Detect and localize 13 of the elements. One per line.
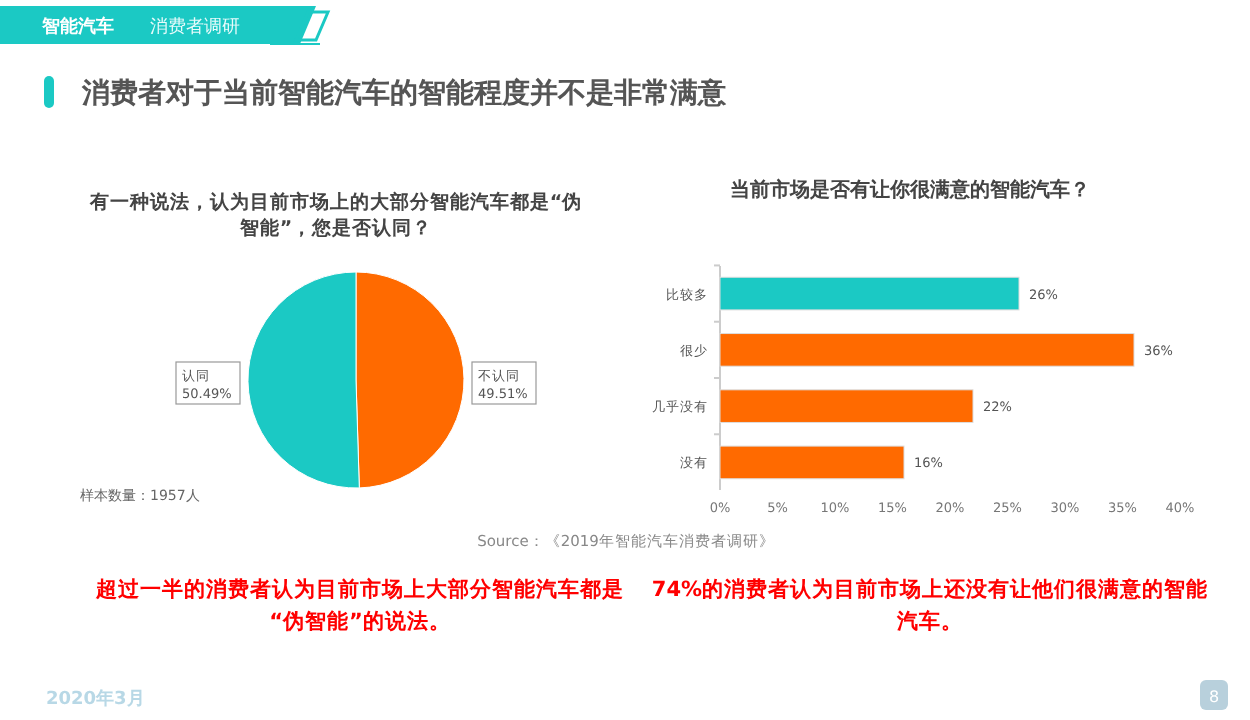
text: 74%的消费者认为目前市场上还没有让他们很满意的智能汽车。 xyxy=(651,576,1211,634)
text: 超过一半的消费者认为目前市场上大部分智能汽车都是“伪智能”的说法。 xyxy=(94,576,624,634)
text: 消费者对于当前智能汽车的智能程度并不是非常满意 xyxy=(80,76,728,110)
chart-title: 有一种说法，认为目前市场上的大部分智能汽车都是“伪智能”，您是否认同？ xyxy=(87,190,583,240)
text: 2020年3月 xyxy=(46,688,145,710)
text: 智能汽车 xyxy=(40,16,114,38)
text: 消费者调研 xyxy=(150,16,240,38)
text: 8 xyxy=(1208,688,1220,706)
bar xyxy=(719,276,1020,311)
bar xyxy=(719,333,1135,367)
chart-title: 当前市场是否有让你很满意的智能汽车？ xyxy=(730,178,1090,202)
bar xyxy=(719,445,905,480)
bar xyxy=(719,389,974,423)
